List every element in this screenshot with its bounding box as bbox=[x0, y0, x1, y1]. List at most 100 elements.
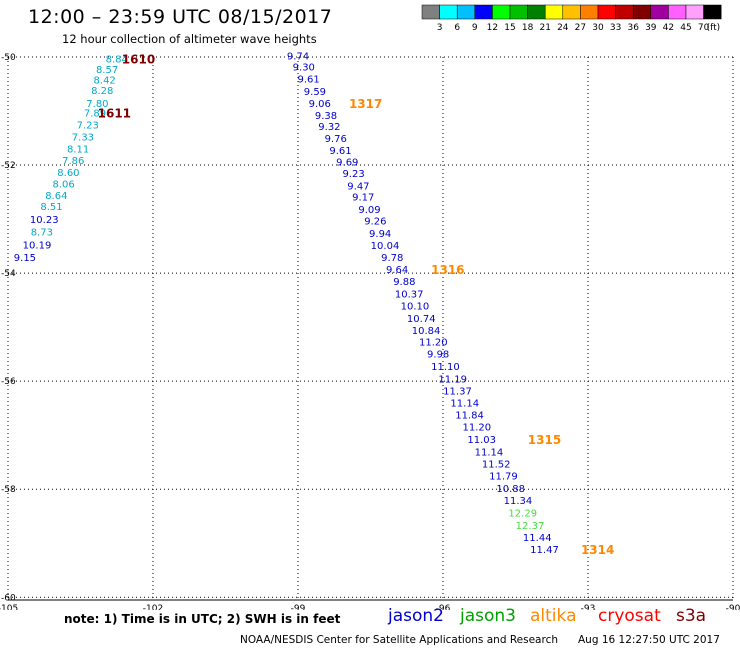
swh-data-label: 9.76 bbox=[325, 134, 347, 145]
swh-data-label: 8.42 bbox=[94, 76, 116, 87]
colorbar-label: 70 bbox=[698, 23, 710, 33]
x-tick-label: -105 bbox=[0, 604, 18, 610]
footer-credit: NOAA/NESDIS Center for Satellite Applica… bbox=[240, 634, 558, 646]
swh-data-label: 11.34 bbox=[504, 496, 533, 507]
swh-data-label: 7.33 bbox=[72, 132, 94, 143]
swh-data-label: 9.30 bbox=[293, 63, 315, 74]
x-tick-label: -96 bbox=[436, 604, 451, 610]
swh-data-label: 10.23 bbox=[30, 215, 59, 226]
colorbar-label: 18 bbox=[522, 23, 534, 33]
swh-data-label: 10.37 bbox=[395, 290, 424, 301]
colorbar-label: 24 bbox=[557, 23, 569, 33]
swh-data-label: 9.69 bbox=[336, 157, 358, 168]
colorbar-label: 12 bbox=[487, 23, 498, 33]
swh-data-label: 9.26 bbox=[364, 217, 386, 228]
swh-data-label: 8.84 bbox=[106, 55, 128, 66]
swh-data-label: 8.28 bbox=[91, 86, 113, 97]
swh-data-label: 9.47 bbox=[347, 182, 369, 193]
chart-title: 12:00 – 23:59 UTC 08/15/2017 bbox=[28, 6, 333, 28]
swh-data-label: 8.57 bbox=[96, 65, 118, 76]
swh-data-label: 9.61 bbox=[329, 146, 351, 157]
colorbar-label: 42 bbox=[663, 23, 674, 33]
swh-data-label: 8.06 bbox=[52, 179, 74, 190]
colorbar-label: 39 bbox=[645, 23, 657, 33]
y-tick-label: -58 bbox=[1, 485, 16, 495]
colorbar-label: 3 bbox=[437, 23, 443, 33]
swh-data-label: 7.80 bbox=[86, 99, 108, 110]
swh-data-label: 7.86 bbox=[62, 156, 84, 167]
colorbar-unit: (ft) bbox=[707, 23, 721, 33]
swh-data-label: 12.37 bbox=[516, 521, 545, 532]
colorbar-label: 6 bbox=[454, 23, 460, 33]
colorbar-label: 27 bbox=[575, 23, 586, 33]
y-tick-label: -54 bbox=[1, 269, 16, 279]
y-tick-label: -52 bbox=[1, 161, 16, 171]
pass-time-annotation: 1316 bbox=[431, 263, 464, 277]
colorbar-label: 9 bbox=[472, 23, 478, 33]
note-text: note: 1) Time is in UTC; 2) SWH is in fe… bbox=[64, 612, 341, 626]
pass-time-annotation: 1610 bbox=[122, 53, 155, 67]
legend-jason2: jason2 bbox=[388, 606, 444, 626]
swh-data-label: 7.89 bbox=[84, 109, 106, 120]
colorbar-label: 30 bbox=[592, 23, 604, 33]
swh-data-label: 8.73 bbox=[31, 228, 53, 239]
swh-data-label: 9.78 bbox=[381, 253, 403, 264]
colorbar-label: 15 bbox=[504, 23, 515, 33]
colorbar-label: 21 bbox=[539, 23, 550, 33]
swh-data-label: 9.94 bbox=[369, 229, 391, 240]
swh-data-label: 11.14 bbox=[450, 398, 479, 409]
x-tick-label: -90 bbox=[726, 604, 740, 610]
swh-data-label: 11.20 bbox=[463, 423, 492, 434]
swh-data-label: 8.60 bbox=[57, 168, 79, 179]
colorbar-label: 36 bbox=[627, 23, 639, 33]
pass-time-annotation: 1611 bbox=[98, 107, 131, 121]
swh-data-label: 11.52 bbox=[482, 459, 511, 470]
y-tick-label: -56 bbox=[1, 377, 16, 387]
swh-data-label: 11.10 bbox=[431, 362, 460, 373]
swh-data-label: 9.59 bbox=[304, 87, 326, 98]
swh-data-label: 9.74 bbox=[287, 51, 309, 62]
colorbar-label: 45 bbox=[680, 23, 691, 33]
swh-data-label: 10.84 bbox=[412, 326, 441, 337]
swh-data-label: 11.37 bbox=[443, 386, 472, 397]
swh-data-label: 9.06 bbox=[309, 99, 331, 110]
y-tick-label: -50 bbox=[1, 53, 16, 63]
pass-time-annotation: 1314 bbox=[581, 543, 614, 557]
swh-data-label: 10.88 bbox=[496, 484, 525, 495]
legend-jason3: jason3 bbox=[460, 606, 516, 626]
legend-altika: altika bbox=[530, 606, 577, 626]
swh-data-label: 9.98 bbox=[427, 350, 449, 361]
swh-data-label: 9.61 bbox=[298, 75, 320, 86]
swh-data-label: 10.74 bbox=[407, 314, 436, 325]
swh-data-label: 9.09 bbox=[358, 205, 380, 216]
swh-data-label: 11.19 bbox=[438, 374, 467, 385]
swh-data-label: 9.17 bbox=[352, 192, 374, 203]
swh-data-label: 11.14 bbox=[475, 447, 504, 458]
swh-data-label: 9.64 bbox=[386, 265, 408, 276]
swh-data-label: 11.03 bbox=[467, 435, 496, 446]
swh-data-label: 9.38 bbox=[315, 111, 337, 122]
swh-data-label: 9.88 bbox=[393, 277, 415, 288]
footer-timestamp: Aug 16 12:27:50 UTC 2017 bbox=[578, 634, 720, 646]
legend-s3a: s3a bbox=[676, 606, 707, 626]
pass-time-annotation: 1315 bbox=[528, 433, 561, 447]
swh-data-label: 11.20 bbox=[419, 338, 448, 349]
y-tick-label: -60 bbox=[1, 593, 16, 603]
swh-data-label: 10.10 bbox=[401, 302, 430, 313]
x-tick-label: -93 bbox=[581, 604, 596, 610]
swh-data-label: 8.51 bbox=[40, 202, 62, 213]
x-tick-label: -102 bbox=[143, 604, 163, 610]
chart-subtitle: 12 hour collection of altimeter wave hei… bbox=[62, 32, 317, 46]
swh-data-label: 10.19 bbox=[23, 240, 52, 251]
swh-data-label: 11.79 bbox=[489, 472, 518, 483]
colorbar-swatch bbox=[703, 4, 722, 20]
swh-data-label: 11.47 bbox=[530, 545, 559, 556]
wave-height-plot: -105 -102 -99 -96 -93 -90 -50 -52 -54 -56 -58 -60 8.… bbox=[0, 51, 740, 610]
swh-data-label: 12.29 bbox=[508, 508, 537, 519]
swh-data-label: 8.64 bbox=[45, 191, 67, 202]
color-scale-legend: 3 6 9 12 15 18 21 24 27 30 33 36 39 42 45 70(ft) bbox=[421, 4, 722, 33]
x-tick-label: -99 bbox=[291, 604, 306, 610]
swh-data-label: 8.11 bbox=[67, 144, 89, 155]
swh-data-label: 11.44 bbox=[523, 533, 552, 544]
swh-data-label: 11.84 bbox=[455, 411, 484, 422]
